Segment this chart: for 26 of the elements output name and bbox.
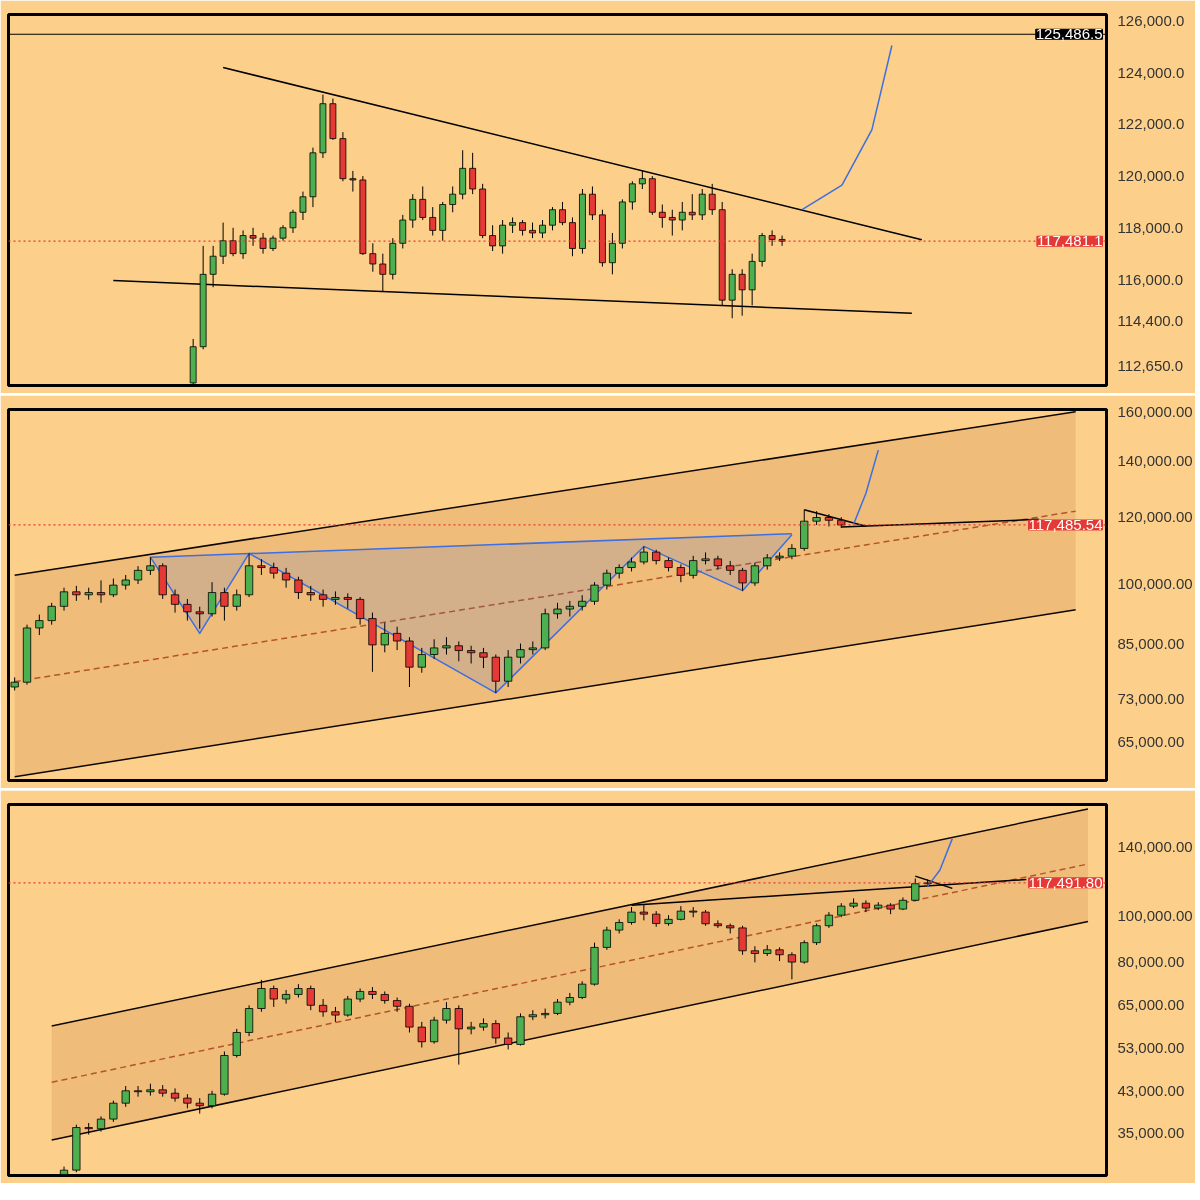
ref-line-label: 117,485.54 (1028, 515, 1103, 533)
y-tick-label: 160,000.00 (1117, 402, 1193, 420)
y-tick-label: 112,650.0 (1117, 357, 1184, 375)
y-tick-label: 100,000.00 (1117, 907, 1193, 925)
y-tick-label: 65,000.00 (1117, 732, 1185, 750)
y-tick-label: 80,000.00 (1117, 953, 1185, 971)
y-tick-label: 140,000.00 (1117, 837, 1193, 855)
y-tick-label: 100,000.00 (1117, 575, 1193, 593)
y-tick-label: 43,000.00 (1117, 1081, 1185, 1099)
ref-line-label: 125,486.5 (1035, 25, 1103, 43)
y-tick-label: 35,000.00 (1117, 1124, 1185, 1142)
ref-line-label: 117,481.1 (1036, 232, 1103, 250)
y-tick-label: 85,000.00 (1117, 634, 1185, 652)
y-tick-label: 118,000.0 (1117, 218, 1184, 236)
y-tick-label: 114,400.0 (1117, 311, 1184, 329)
y-tick-label: 116,000.0 (1117, 270, 1184, 288)
y-tick-label: 53,000.00 (1117, 1038, 1185, 1056)
y-tick-label: 124,000.0 (1117, 63, 1185, 81)
y-tick-label: 140,000.00 (1117, 451, 1193, 469)
y-tick-label: 126,000.0 (1117, 11, 1185, 29)
y-tick-label: 73,000.00 (1117, 690, 1185, 708)
y-tick-label: 122,000.0 (1117, 115, 1185, 133)
y-tick-label: 65,000.00 (1117, 996, 1185, 1014)
y-tick-label: 120,000.0 (1117, 167, 1185, 185)
y-tick-label: 120,000.00 (1117, 508, 1193, 526)
ref-line-label: 117,491.80 (1028, 873, 1103, 891)
